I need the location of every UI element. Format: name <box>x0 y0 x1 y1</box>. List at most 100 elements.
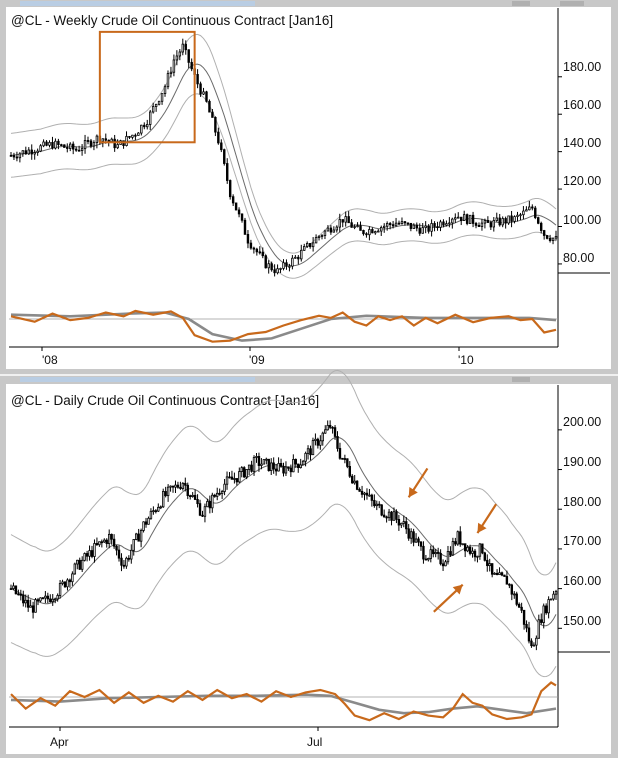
candle-body <box>279 463 283 467</box>
candle-body <box>471 214 475 224</box>
candle-body <box>317 235 321 238</box>
candle-body <box>397 222 401 225</box>
candle-body <box>120 557 123 566</box>
weekly-scrollbar-thumb[interactable] <box>20 1 255 6</box>
candle-body <box>305 243 309 247</box>
candle-body <box>531 206 534 209</box>
candle-body <box>382 225 386 228</box>
candle-body <box>284 466 288 474</box>
candle-body <box>417 538 420 543</box>
candle-body <box>314 237 318 244</box>
candle-body <box>326 424 329 431</box>
daily-x-tick-label: Apr <box>50 735 69 749</box>
candle-body <box>103 539 106 543</box>
daily-x-tick-label: Jul <box>307 735 322 749</box>
candle-body <box>27 149 30 155</box>
lower-band-line <box>10 93 557 279</box>
candle-body <box>250 464 253 472</box>
candle-body <box>166 73 170 88</box>
candle-body <box>510 215 513 222</box>
candle-body <box>184 482 187 486</box>
candle-body <box>159 506 162 509</box>
candle-body <box>235 478 239 483</box>
candle-body <box>110 533 113 540</box>
candle-body <box>15 156 19 159</box>
weekly-scroll-marker[interactable] <box>560 1 584 6</box>
candle-body <box>77 149 81 152</box>
candle-body <box>105 539 108 544</box>
candle-body <box>260 463 263 466</box>
candle-body <box>274 468 278 472</box>
weekly-y-tick-label: 120.00 <box>563 174 601 188</box>
candle-body <box>21 150 25 155</box>
candle-body <box>297 463 300 469</box>
candle-body <box>100 541 104 544</box>
candle-body <box>391 224 395 227</box>
candle-body <box>504 218 507 224</box>
annotation-arrow-head <box>408 487 418 498</box>
candle-body <box>356 225 359 228</box>
weekly-chart-title: @CL - Weekly Crude Oil Continuous Contra… <box>11 13 333 28</box>
candle-body <box>68 579 72 583</box>
candle-body <box>9 588 13 590</box>
candle-body <box>377 230 380 233</box>
candle-body <box>520 606 523 611</box>
weekly-x-tick-label: '08 <box>42 353 58 367</box>
candle-body <box>240 213 244 221</box>
weekly-y-tick-label: 180.00 <box>563 60 601 74</box>
candle-body <box>343 458 347 460</box>
candle-body <box>500 572 504 576</box>
candle-body <box>462 214 466 221</box>
candle-body <box>371 229 374 234</box>
candle-body <box>424 225 427 229</box>
candle-body <box>329 227 333 233</box>
candle-body <box>196 499 199 505</box>
candle-body <box>243 467 246 478</box>
candle-body <box>140 124 143 134</box>
candle-body <box>456 531 460 545</box>
candle-body <box>430 223 433 232</box>
candle-body <box>454 217 457 220</box>
candle-body <box>333 427 337 437</box>
candle-body <box>341 457 344 460</box>
candle-body <box>214 117 217 133</box>
candle-body <box>409 222 413 229</box>
candle-body <box>166 486 170 497</box>
candle-body <box>226 163 229 181</box>
daily-scrollbar-thumb[interactable] <box>20 377 255 382</box>
weekly-y-tick-label: 140.00 <box>563 136 601 150</box>
daily-scroll-marker[interactable] <box>512 377 530 382</box>
candle-body <box>218 492 221 495</box>
candle-body <box>277 463 280 472</box>
candle-body <box>380 227 383 232</box>
candle-body <box>483 552 487 561</box>
candle-body <box>525 623 528 629</box>
candle-body <box>61 581 64 584</box>
candle-body <box>545 235 549 239</box>
candle-body <box>104 138 107 141</box>
oscillator-fast-line <box>10 309 557 343</box>
candle-body <box>403 221 407 224</box>
candle-body <box>261 251 264 257</box>
candle-body <box>272 462 275 470</box>
candle-body <box>24 599 27 604</box>
candle-body <box>299 464 302 469</box>
candle-body <box>22 594 25 604</box>
candle-body <box>554 591 558 595</box>
candle-body <box>149 111 152 125</box>
candle-body <box>147 517 150 525</box>
candle-body <box>394 222 398 227</box>
candle-body <box>257 456 261 466</box>
candle-body <box>98 541 101 546</box>
candle-body <box>71 573 74 583</box>
candle-body <box>412 224 416 229</box>
chart-marks <box>9 8 610 731</box>
candle-body <box>358 489 361 492</box>
candle-body <box>350 222 353 228</box>
candle-body <box>461 543 464 546</box>
candle-body <box>115 545 118 551</box>
candle-body <box>448 222 451 225</box>
weekly-scroll-marker[interactable] <box>512 1 530 6</box>
candle-body <box>306 448 310 454</box>
